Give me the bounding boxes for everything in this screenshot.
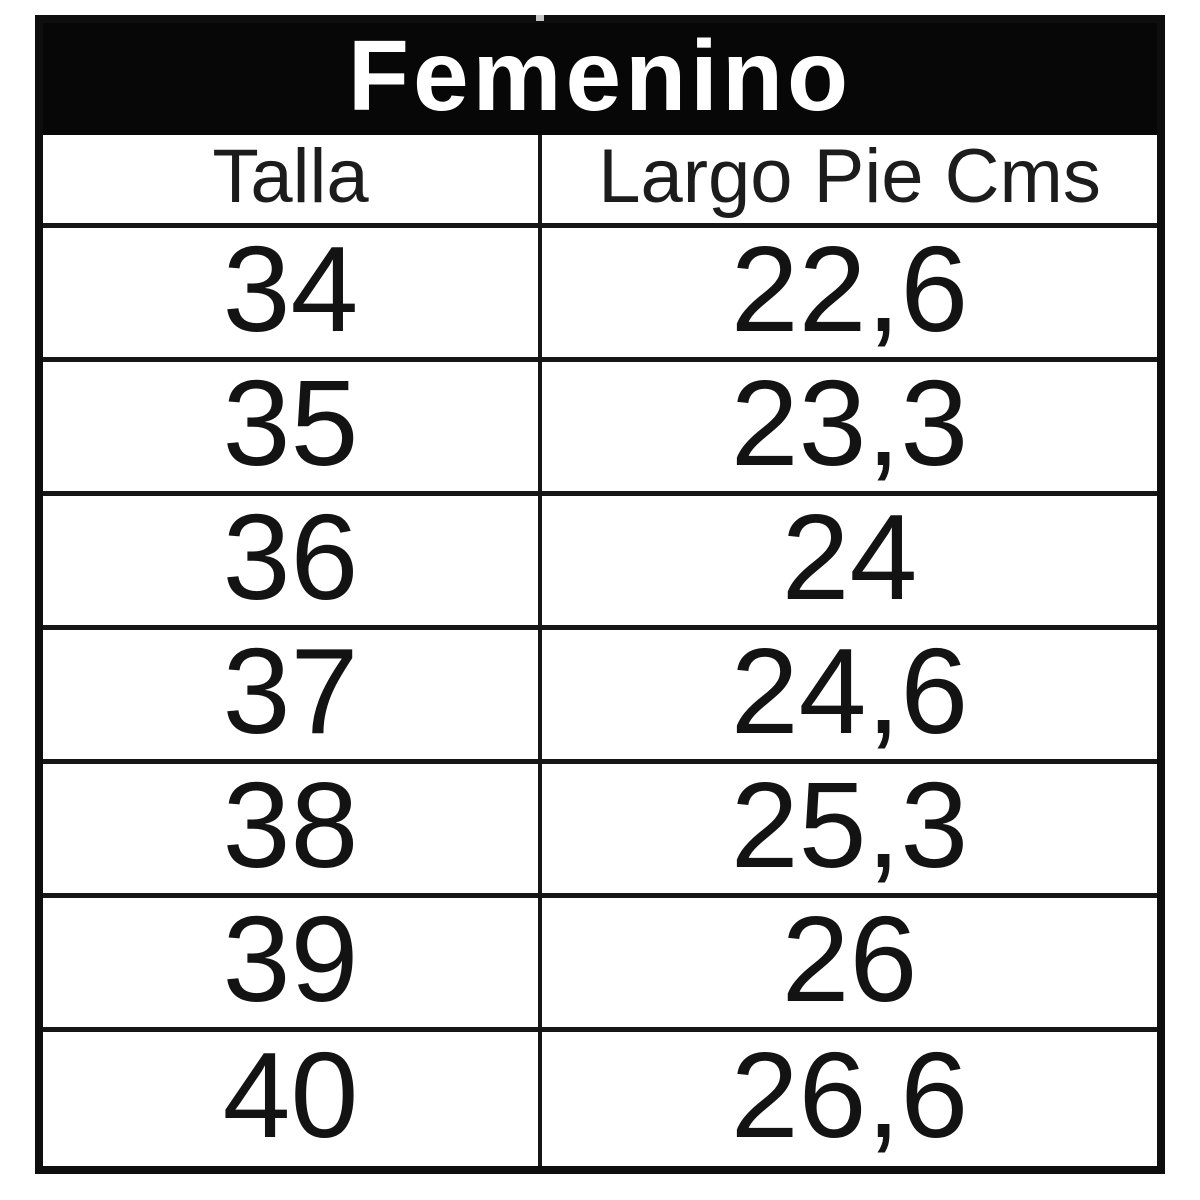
cell-talla: 37 — [43, 630, 543, 759]
size-table: Femenino Talla Largo Pie Cms 34 22,6 35 … — [35, 15, 1165, 1174]
cell-largo: 24,6 — [730, 630, 969, 759]
cell-largo: 23,3 — [730, 362, 969, 491]
cell-largo: 26 — [781, 898, 918, 1027]
top-border-notch — [536, 15, 544, 21]
table-row: 38 25,3 — [43, 764, 1157, 898]
cell-talla: 39 — [43, 898, 543, 1027]
cell-largo: 26,6 — [730, 1032, 969, 1163]
table-row: 34 22,6 — [43, 228, 1157, 362]
table-row: 39 26 — [43, 898, 1157, 1032]
column-header-talla: Talla — [43, 135, 543, 223]
cell-largo: 25,3 — [730, 764, 969, 893]
cell-largo: 22,6 — [730, 228, 969, 357]
cell-talla: 34 — [43, 228, 543, 357]
column-header-largo-pie-cms: Largo Pie Cms — [598, 135, 1101, 219]
table-row: 40 26,6 — [43, 1032, 1157, 1166]
cell-largo: 24 — [781, 496, 918, 625]
cell-talla: 40 — [43, 1032, 543, 1166]
table-row: 35 23,3 — [43, 362, 1157, 496]
table-title: Femenino — [43, 23, 1157, 135]
cell-talla: 35 — [43, 362, 543, 491]
cell-talla: 36 — [43, 496, 543, 625]
cell-talla: 38 — [43, 764, 543, 893]
table-header-row: Talla Largo Pie Cms — [43, 135, 1157, 228]
table-row: 37 24,6 — [43, 630, 1157, 764]
table-row: 36 24 — [43, 496, 1157, 630]
